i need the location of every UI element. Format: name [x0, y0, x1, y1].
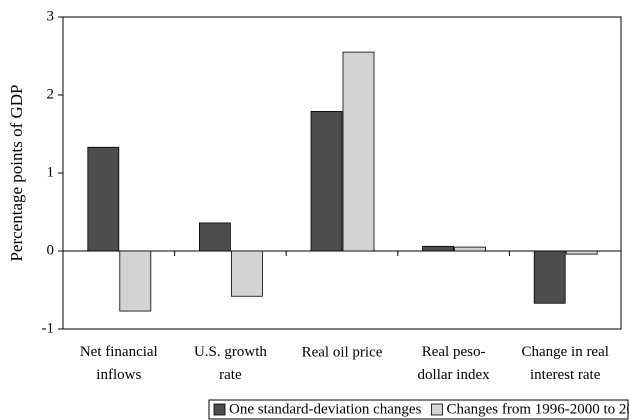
y-tick-label: 3 [47, 8, 55, 24]
bar [565, 250, 598, 255]
y-tick-label: 2 [47, 86, 55, 102]
legend-label: Changes from 1996-2000 to 2003-7 [446, 401, 629, 417]
legend-swatch [431, 403, 443, 416]
bar [310, 110, 343, 252]
bar [87, 146, 120, 252]
bar [198, 222, 231, 252]
y-axis-label: Percentage points of GDP [7, 84, 26, 261]
bar [119, 250, 152, 312]
y-tick-label: -1 [42, 320, 55, 336]
x-tick-label: Real oil price [302, 344, 383, 360]
bar [230, 250, 263, 297]
bar [422, 245, 455, 252]
x-tick-label: Net financial inflows [80, 344, 158, 383]
legend-box [208, 399, 629, 420]
y-tick-label: 0 [47, 242, 55, 258]
bar [342, 51, 375, 252]
legend-swatch [213, 403, 226, 416]
legend-label: One standard-deviation changes [229, 401, 422, 417]
bar [454, 246, 487, 252]
bar [533, 250, 566, 304]
x-tick-label: Real peso-dollar index [418, 344, 491, 383]
y-tick-label: 1 [47, 164, 55, 180]
x-tick-label: U.S. growth rate [194, 344, 267, 383]
x-tick-label: Change in real interest rate [521, 344, 608, 383]
